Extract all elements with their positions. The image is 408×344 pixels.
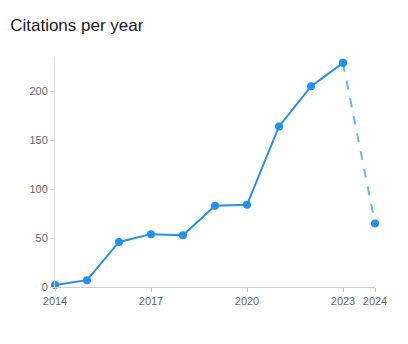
svg-text:Citations per year: Citations per year — [10, 16, 144, 35]
svg-text:200: 200 — [29, 85, 47, 97]
svg-text:2020: 2020 — [235, 295, 259, 307]
svg-text:2024: 2024 — [363, 295, 387, 307]
svg-text:0: 0 — [42, 281, 48, 293]
svg-text:2017: 2017 — [139, 295, 163, 307]
svg-text:150: 150 — [29, 134, 47, 146]
svg-text:50: 50 — [36, 232, 48, 244]
svg-text:2023: 2023 — [331, 295, 355, 307]
svg-text:100: 100 — [29, 183, 47, 195]
svg-text:2014: 2014 — [43, 295, 67, 307]
